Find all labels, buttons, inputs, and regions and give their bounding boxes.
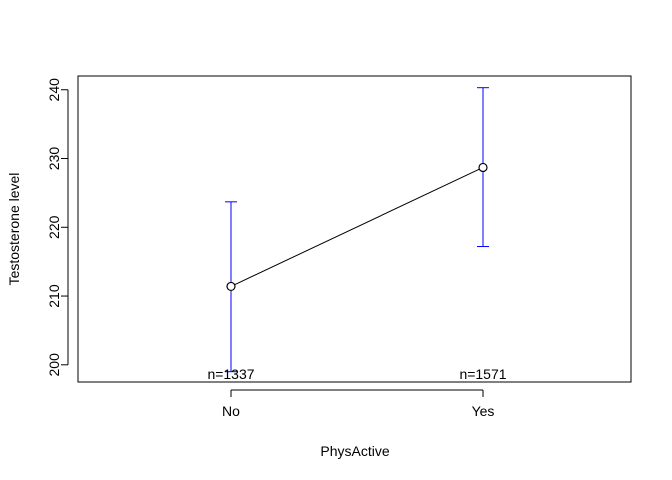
sample-size-label: n=1337 — [207, 366, 254, 382]
x-axis-title: PhysActive — [320, 443, 389, 459]
error-bars — [225, 87, 489, 373]
plot-frame — [77, 75, 632, 383]
y-tick-label: 210 — [46, 284, 62, 308]
y-tick-label: 200 — [46, 353, 62, 377]
x-axis: No Yes — [222, 389, 495, 419]
x-tick-label: No — [222, 403, 240, 419]
mean-line — [230, 167, 484, 287]
mean-point — [226, 281, 236, 292]
y-axis: 200 210 220 230 240 — [46, 78, 69, 377]
y-axis-title: Testosterone level — [6, 173, 22, 286]
mean-series — [226, 162, 488, 292]
sample-size-label: n=1571 — [459, 366, 506, 382]
y-tick-label: 230 — [46, 147, 62, 171]
mean-point — [478, 162, 488, 173]
y-tick-label: 220 — [46, 215, 62, 239]
y-tick-label: 240 — [46, 78, 62, 102]
x-tick-label: Yes — [472, 403, 495, 419]
sample-size-labels: n=1337 n=1571 — [207, 366, 506, 382]
